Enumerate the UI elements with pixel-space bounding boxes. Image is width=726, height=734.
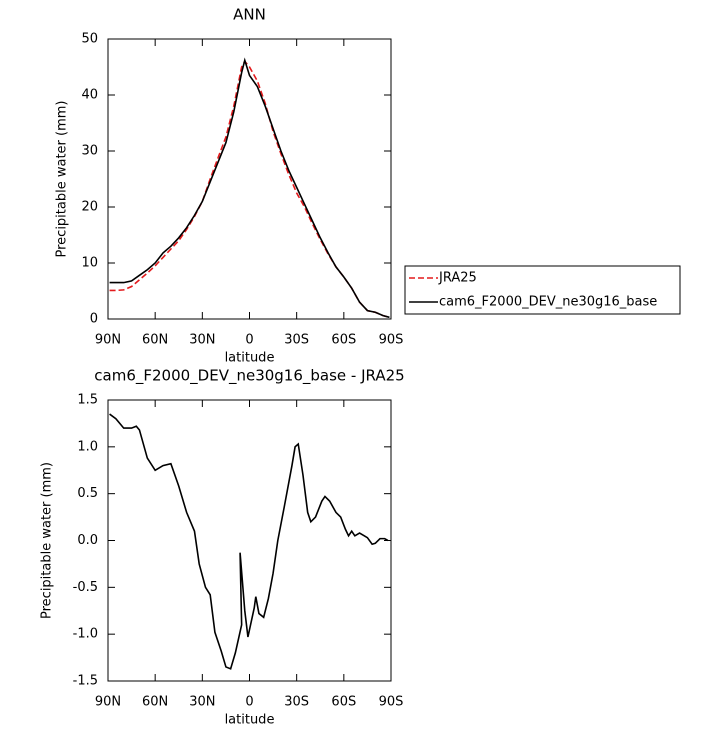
legend-label: JRA25 <box>438 271 477 286</box>
x-axis-label: latitude <box>225 351 275 366</box>
x-axis-label: latitude <box>225 713 275 728</box>
x-tick-label: 30S <box>284 695 309 710</box>
chart-title: cam6_F2000_DEV_ne30g16_base - JRA25 <box>94 367 404 386</box>
y-tick-label: 10 <box>81 256 98 271</box>
x-tick-label: 0 <box>245 695 253 710</box>
y-tick-label: 1.0 <box>77 439 98 454</box>
y-axis-label: Precipitable water (mm) <box>55 101 70 258</box>
y-tick-label: 0 <box>90 312 98 327</box>
x-tick-label: 30N <box>189 695 215 710</box>
y-tick-label: 40 <box>81 88 98 103</box>
x-tick-label: 90S <box>379 695 404 710</box>
y-tick-label: 0.5 <box>77 486 98 501</box>
y-tick-label: 20 <box>81 200 98 215</box>
x-tick-label: 0 <box>245 333 253 348</box>
y-tick-label: -0.5 <box>73 580 98 595</box>
x-tick-label: 60S <box>331 695 356 710</box>
x-tick-label: 90S <box>379 333 404 348</box>
plot-frame <box>107 38 392 320</box>
x-tick-label: 90N <box>95 333 121 348</box>
y-tick-label: -1.0 <box>73 627 98 642</box>
x-tick-label: 60S <box>331 333 356 348</box>
y-tick-label: 50 <box>81 32 98 47</box>
x-tick-label: 90N <box>95 695 121 710</box>
y-tick-label: -1.5 <box>73 674 98 689</box>
data-line <box>109 60 390 319</box>
legend-box <box>404 265 681 315</box>
data-line <box>109 57 390 319</box>
legend-label: cam6_F2000_DEV_ne30g16_base <box>439 295 657 310</box>
x-tick-label: 30S <box>284 333 309 348</box>
chart-title: ANN <box>233 6 266 24</box>
plot-frame <box>107 399 392 682</box>
x-tick-label: 60N <box>142 695 168 710</box>
y-tick-label: 1.5 <box>77 393 98 408</box>
x-tick-label: 30N <box>189 333 215 348</box>
x-tick-label: 60N <box>142 333 168 348</box>
y-tick-label: 0.0 <box>77 533 98 548</box>
data-line <box>109 413 389 670</box>
y-tick-label: 30 <box>81 144 98 159</box>
y-axis-label: Precipitable water (mm) <box>40 462 55 619</box>
